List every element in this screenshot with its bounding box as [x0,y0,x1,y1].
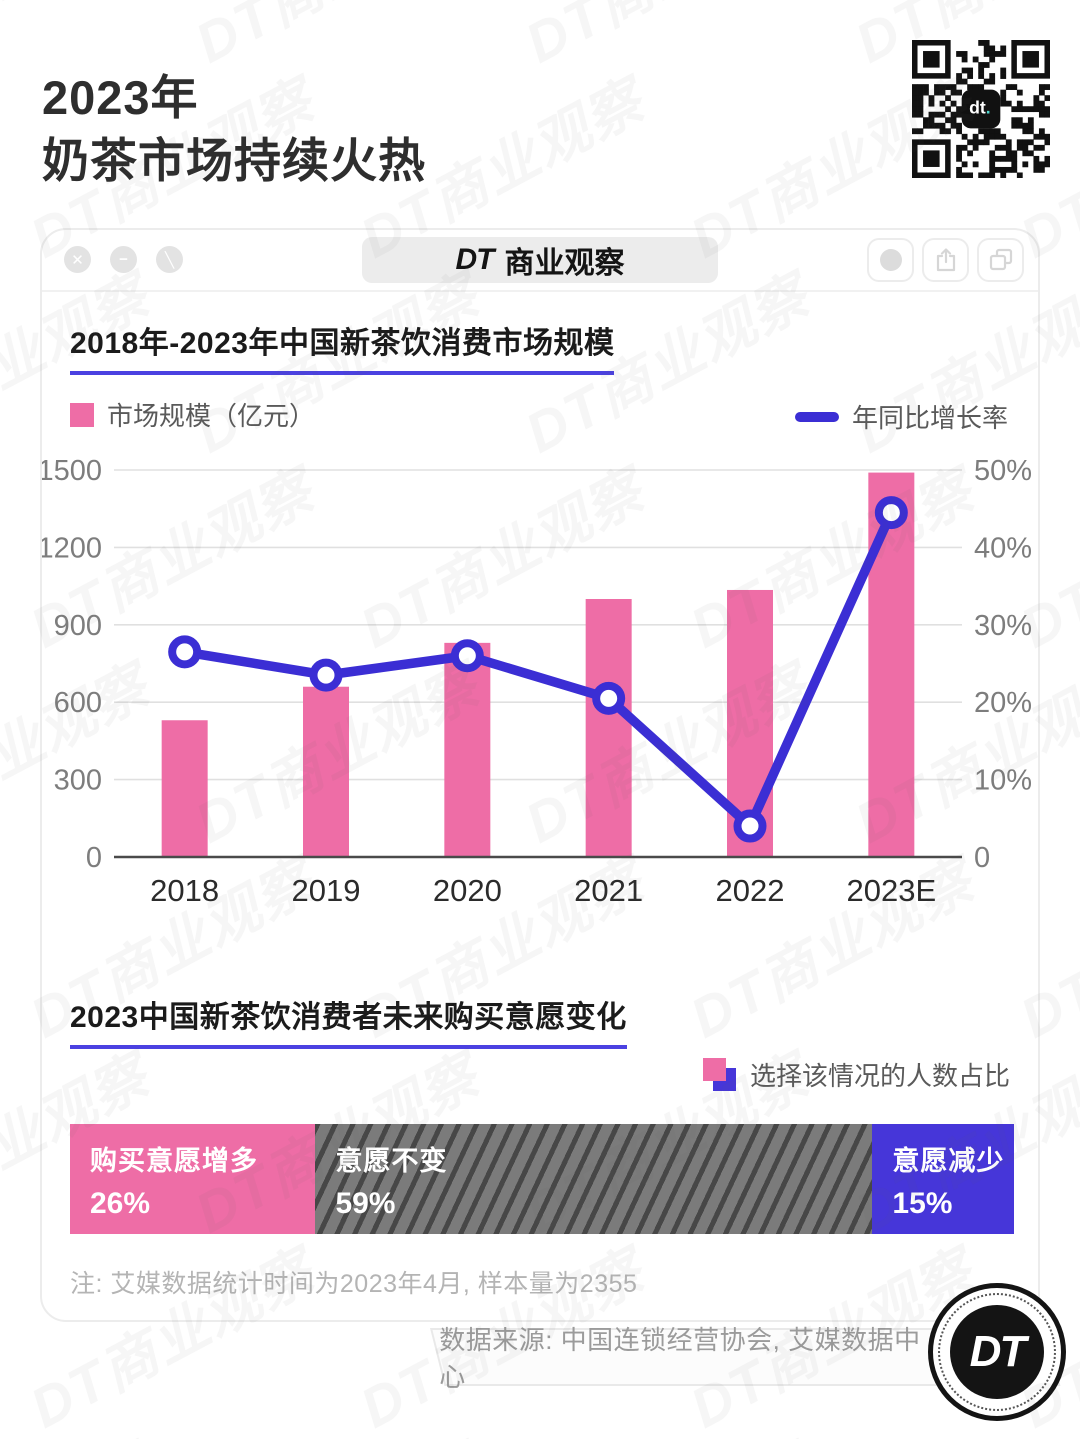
share-button[interactable] [922,238,969,282]
svg-text:2022: 2022 [716,873,785,908]
svg-text:10%: 10% [974,765,1032,797]
segment-percent: 26% [90,1187,151,1220]
double-square-icon [702,1057,737,1092]
bar-legend-label: 市场规模（亿元） [107,401,316,431]
dt-logo-badge: DT [928,1283,1066,1421]
svg-text:2019: 2019 [292,873,361,908]
copy-windows-icon [989,248,1012,271]
note-text: 注: 艾媒数据统计时间为2023年4月, 样本量为2355 [70,1270,638,1298]
copy-button[interactable] [977,238,1024,282]
share-legend-label: 选择该情况的人数占比 [749,1061,1010,1091]
dt-badge-core: DT [950,1305,1044,1399]
close-button[interactable]: ✕ [64,246,91,273]
page-title-line1: 2023年 [42,71,199,125]
minimize-button[interactable]: − [110,246,137,273]
svg-text:600: 600 [54,687,102,719]
svg-text:1500: 1500 [42,455,102,487]
svg-text:40%: 40% [974,532,1032,564]
segment-label: 意愿不变 [335,1146,448,1176]
svg-text:2020: 2020 [433,873,502,908]
qr-code: dt. [912,40,1051,179]
svg-text:30%: 30% [974,610,1032,642]
dt-logo-text: DT [455,243,495,276]
chart1-title: 2018年-2023年中国新茶饮消费市场规模 [70,318,615,375]
line-legend-label: 年同比增长率 [851,403,1008,433]
qr-code-image: dt. [912,40,1051,179]
window-actions [867,238,1024,282]
brand-name: 商业观察 [504,247,625,280]
svg-text:2021: 2021 [574,873,643,908]
svg-text:900: 900 [54,610,102,642]
line-legend-dash-icon [794,411,839,422]
dt-badge-text: DT [969,1327,1027,1376]
browser-window: ✕ − ╲ DT 商业观察 2018年-2023年中国新茶饮消费市场规模 市场 [40,228,1040,1322]
stacked-segment-2: 意愿不变 59% [315,1124,873,1234]
segment-percent: 59% [335,1187,396,1220]
segment-label: 购买意愿增多 [90,1146,258,1176]
window-titlebar: ✕ − ╲ DT 商业观察 [42,230,1038,292]
page-title: 2023年 奶茶市场持续火热 [42,67,426,191]
svg-text:50%: 50% [974,455,1032,487]
record-circle-button[interactable] [867,238,914,282]
block-button[interactable]: ╲ [156,246,183,273]
svg-text:0: 0 [86,842,102,874]
page-title-line2: 奶茶市场持续火热 [42,133,426,187]
legend-market-size: 市场规模（亿元） [70,396,315,433]
svg-text:20%: 20% [974,687,1032,719]
svg-text:2023E: 2023E [847,873,937,908]
window-title-pill: DT 商业观察 [362,237,718,283]
dotted-ring [938,1293,1056,1411]
bar-legend-swatch [70,402,94,427]
record-circle-icon [879,249,902,271]
combo-chart: 0 300 600 900 1200 1500 0 10% 20% 30% 40% 50% 2018 20… [42,455,1032,908]
share-icon [936,248,955,272]
svg-text:dt.: dt. [969,97,991,117]
stacked-segment-1: 购买意愿增多 26% [70,1124,316,1234]
segment-label: 意愿减少 [892,1146,1005,1176]
segment-percent: 15% [892,1187,953,1220]
svg-text:1200: 1200 [42,532,102,564]
window-controls: ✕ − ╲ [64,246,183,273]
legend-share-of-people: 选择该情况的人数占比 [702,1056,1010,1093]
legend-growth-rate: 年同比增长率 [794,398,1008,435]
svg-text:0: 0 [974,842,990,874]
svg-text:300: 300 [54,765,102,797]
stacked-segment-3: 意愿减少 15% [872,1124,1014,1234]
svg-text:2018: 2018 [150,873,219,908]
chart2-title: 2023中国新茶饮消费者未来购买意愿变化 [70,992,627,1049]
stacked-bar: 购买意愿增多 26% 意愿不变 59% 意愿减少 15% [70,1124,1014,1234]
